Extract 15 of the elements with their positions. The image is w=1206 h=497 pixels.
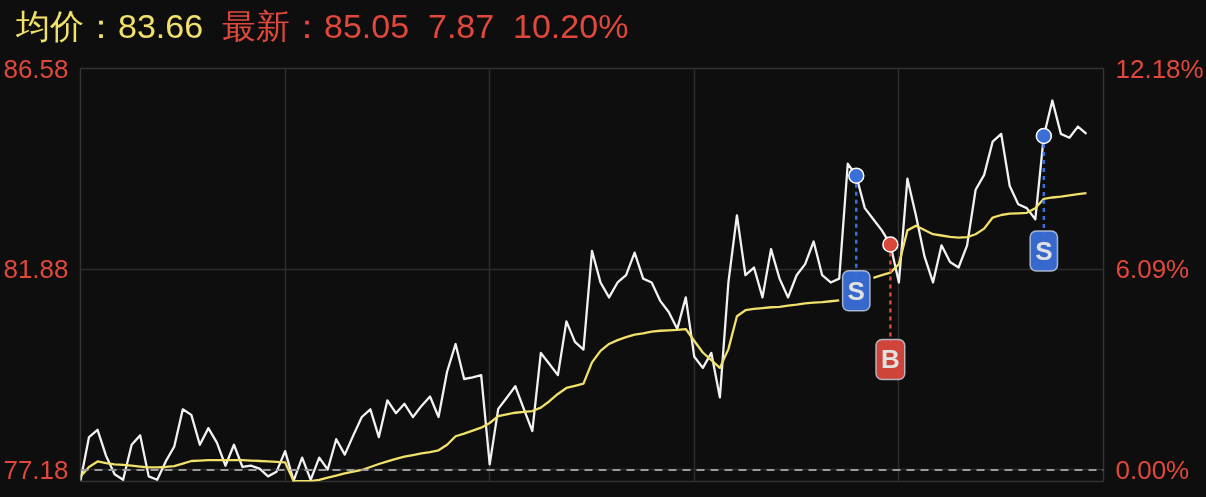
y-tick-label: 81.88 [3, 254, 69, 285]
chart-title: 均价：83.66 [16, 7, 204, 45]
point [882, 236, 899, 253]
annotation: B [880, 344, 900, 375]
annotation: S [1035, 235, 1053, 266]
y2-tick-label: 12.18% [1115, 53, 1204, 84]
y2-tick-label: 6.09% [1115, 254, 1190, 285]
point [848, 167, 865, 184]
y-tick-label: 86.58 [3, 53, 69, 84]
chart-subtitle: 最新：85.05 7.87 10.20% [222, 7, 629, 45]
y-tick-label: 77.18 [3, 454, 69, 485]
annotation: S [847, 275, 865, 306]
line-series [80, 99, 1088, 482]
y2-tick-label: 0.00% [1115, 454, 1190, 485]
point [1035, 127, 1053, 145]
